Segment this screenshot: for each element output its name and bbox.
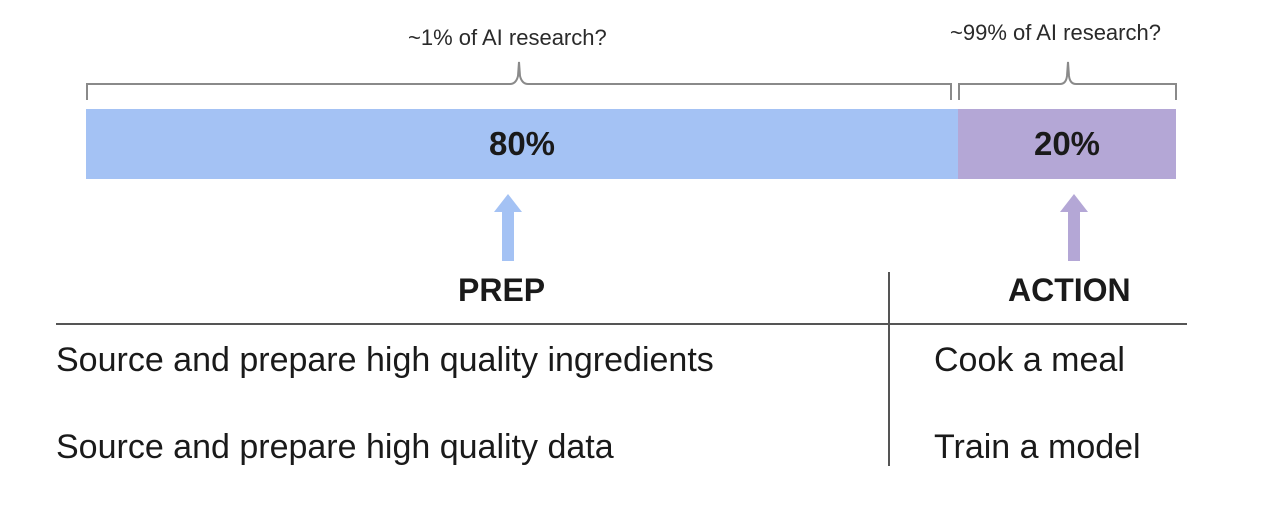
table-cell-row1-action: Cook a meal (934, 341, 1125, 379)
table-cell-row2-action: Train a model (934, 428, 1141, 466)
table-cell-row2-prep: Source and prepare high quality data (56, 428, 614, 466)
bracket-action (958, 61, 1177, 100)
bracket-prep (86, 61, 952, 100)
arrow-up-prep-icon (494, 194, 522, 261)
bar-segment-action: 20% (958, 109, 1176, 179)
bar-segment-prep-label: 80% (488, 125, 556, 162)
annotation-action-research-share: ~99% of AI research? (950, 20, 1161, 45)
table-cell-row1-prep: Source and prepare high quality ingredie… (56, 341, 714, 379)
bar-segment-prep: 80% (86, 109, 958, 179)
annotation-prep-research-share: ~1% of AI research? (408, 25, 607, 50)
arrow-up-action-icon (1060, 194, 1088, 261)
column-header-prep: PREP (458, 272, 546, 308)
table-column-divider (888, 272, 890, 466)
table-header-divider (56, 323, 1187, 325)
column-header-action: ACTION (1008, 272, 1131, 308)
bar-segment-action-label: 20% (1033, 125, 1101, 162)
